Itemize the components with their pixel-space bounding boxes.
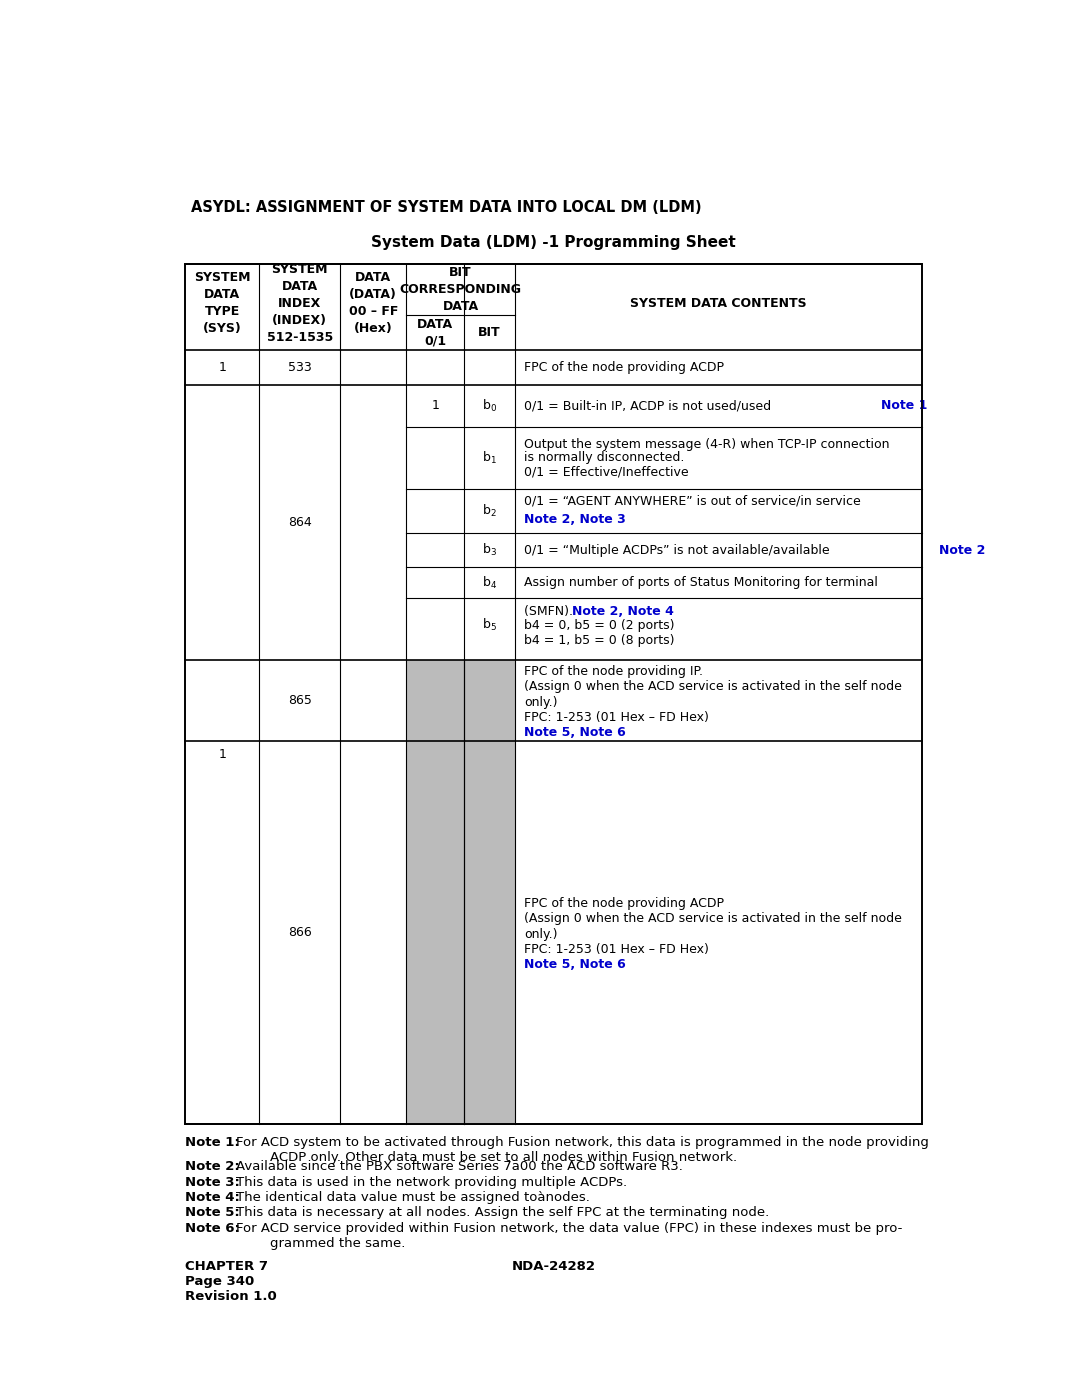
Text: Note 2: Note 2 bbox=[940, 543, 986, 557]
Text: FPC of the node providing ACDP: FPC of the node providing ACDP bbox=[524, 897, 724, 909]
Text: This data is necessary at all nodes. Assign the self FPC at the terminating node: This data is necessary at all nodes. Ass… bbox=[235, 1207, 769, 1220]
Text: Note 1:: Note 1: bbox=[186, 1136, 240, 1148]
Text: SYSTEM
DATA
INDEX
(INDEX)
512-1535: SYSTEM DATA INDEX (INDEX) 512-1535 bbox=[267, 263, 333, 344]
Text: 864: 864 bbox=[287, 515, 311, 528]
Text: 865: 865 bbox=[287, 694, 312, 707]
Text: FPC: 1-253 (01 Hex – FD Hex): FPC: 1-253 (01 Hex – FD Hex) bbox=[524, 943, 708, 956]
Text: only.): only.) bbox=[524, 928, 557, 940]
Text: FPC of the node providing ACDP: FPC of the node providing ACDP bbox=[524, 360, 724, 374]
Text: Note 6:: Note 6: bbox=[186, 1222, 240, 1235]
Text: 0/1 = Built-in IP, ACDP is not used/used: 0/1 = Built-in IP, ACDP is not used/used bbox=[524, 400, 783, 412]
Text: BIT
CORRESPONDING
DATA: BIT CORRESPONDING DATA bbox=[400, 267, 522, 313]
Text: 1: 1 bbox=[431, 400, 440, 412]
Text: b$_1$: b$_1$ bbox=[482, 450, 497, 467]
Text: SYSTEM
DATA
TYPE
(SYS): SYSTEM DATA TYPE (SYS) bbox=[194, 271, 251, 335]
Text: (Assign 0 when the ACD service is activated in the self node: (Assign 0 when the ACD service is activa… bbox=[524, 680, 902, 693]
Text: The identical data value must be assigned toànodes.: The identical data value must be assigne… bbox=[235, 1192, 590, 1204]
Text: Note 2, Note 4: Note 2, Note 4 bbox=[572, 605, 674, 619]
Text: BIT: BIT bbox=[478, 327, 501, 339]
Text: 0/1 = Effective/Ineffective: 0/1 = Effective/Ineffective bbox=[524, 465, 689, 478]
Text: Output the system message (4-R) when TCP-IP connection: Output the system message (4-R) when TCP… bbox=[524, 437, 890, 451]
Text: Available since the PBX software Series 7ä00 the ACD software R3.: Available since the PBX software Series … bbox=[235, 1160, 683, 1173]
Text: Note 3:: Note 3: bbox=[186, 1175, 240, 1189]
Text: Note 2, Note 3: Note 2, Note 3 bbox=[524, 513, 625, 527]
Bar bbox=[186, 264, 921, 1125]
Text: NDA-24282: NDA-24282 bbox=[512, 1260, 595, 1273]
Text: System Data (LDM) -1 Programming Sheet: System Data (LDM) -1 Programming Sheet bbox=[372, 235, 735, 250]
Text: Assign number of ports of Status Monitoring for terminal: Assign number of ports of Status Monitor… bbox=[524, 576, 878, 590]
Bar bbox=[406, 742, 515, 1125]
Text: 1: 1 bbox=[218, 747, 226, 761]
Text: Note 4:: Note 4: bbox=[186, 1192, 240, 1204]
Text: FPC: 1-253 (01 Hex – FD Hex): FPC: 1-253 (01 Hex – FD Hex) bbox=[524, 711, 708, 724]
Text: 0/1 = “AGENT ANYWHERE” is out of service/in service: 0/1 = “AGENT ANYWHERE” is out of service… bbox=[524, 495, 861, 507]
Text: 1: 1 bbox=[218, 360, 226, 374]
Text: 866: 866 bbox=[287, 926, 311, 939]
Text: b4 = 1, b5 = 0 (8 ports): b4 = 1, b5 = 0 (8 ports) bbox=[524, 634, 675, 647]
Text: DATA
(DATA)
00 – FF
(Hex): DATA (DATA) 00 – FF (Hex) bbox=[349, 271, 399, 335]
Text: 533: 533 bbox=[287, 360, 311, 374]
Text: ASYDL: ASSIGNMENT OF SYSTEM DATA INTO LOCAL DM (LDM): ASYDL: ASSIGNMENT OF SYSTEM DATA INTO LO… bbox=[191, 200, 701, 215]
Text: only.): only.) bbox=[524, 696, 557, 708]
Text: SYSTEM DATA CONTENTS: SYSTEM DATA CONTENTS bbox=[630, 296, 807, 310]
Text: For ACD system to be activated through Fusion network, this data is programmed i: For ACD system to be activated through F… bbox=[235, 1136, 929, 1164]
Text: b$_3$: b$_3$ bbox=[482, 542, 497, 559]
Bar bbox=[406, 659, 515, 742]
Text: Note 1: Note 1 bbox=[881, 400, 928, 412]
Text: 0/1 = “Multiple ACDPs” is not available/available: 0/1 = “Multiple ACDPs” is not available/… bbox=[524, 543, 834, 557]
Text: (SMFN).: (SMFN). bbox=[524, 605, 577, 619]
Bar bbox=[186, 264, 921, 1125]
Text: Note 2:: Note 2: bbox=[186, 1160, 240, 1173]
Text: Note 5, Note 6: Note 5, Note 6 bbox=[524, 726, 625, 739]
Text: (Assign 0 when the ACD service is activated in the self node: (Assign 0 when the ACD service is activa… bbox=[524, 912, 902, 925]
Text: b$_5$: b$_5$ bbox=[482, 617, 497, 633]
Text: is normally disconnected.: is normally disconnected. bbox=[524, 451, 685, 464]
Text: CHAPTER 7
Page 340
Revision 1.0: CHAPTER 7 Page 340 Revision 1.0 bbox=[186, 1260, 278, 1303]
Text: b$_0$: b$_0$ bbox=[482, 398, 497, 414]
Text: Note 5, Note 6: Note 5, Note 6 bbox=[524, 958, 625, 971]
Text: b4 = 0, b5 = 0 (2 ports): b4 = 0, b5 = 0 (2 ports) bbox=[524, 619, 675, 633]
Text: For ACD service provided within Fusion network, the data value (FPC) in these in: For ACD service provided within Fusion n… bbox=[235, 1222, 902, 1250]
Text: FPC of the node providing IP.: FPC of the node providing IP. bbox=[524, 665, 703, 678]
Text: This data is used in the network providing multiple ACDPs.: This data is used in the network providi… bbox=[235, 1175, 626, 1189]
Text: b$_4$: b$_4$ bbox=[482, 574, 497, 591]
Text: b$_2$: b$_2$ bbox=[483, 503, 497, 520]
Text: DATA
0/1: DATA 0/1 bbox=[417, 317, 454, 348]
Text: Note 5:: Note 5: bbox=[186, 1207, 240, 1220]
